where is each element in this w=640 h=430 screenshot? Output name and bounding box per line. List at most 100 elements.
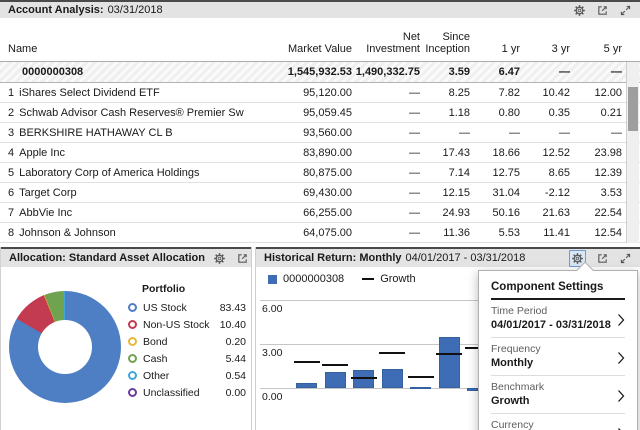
panel-title: Historical Return: Monthly — [264, 252, 402, 264]
y-tick-label: 3.00 — [262, 347, 282, 359]
table-row[interactable]: 00000003081,545,932.531,490,332.753.596.… — [0, 62, 640, 83]
value-cell: — — [352, 227, 420, 239]
legend-ring-icon — [128, 337, 137, 346]
value-cell: 12.15 — [420, 187, 470, 199]
value-cell: 18.66 — [470, 147, 520, 159]
expand-icon[interactable] — [619, 252, 632, 265]
value-cell: 23.98 — [570, 147, 622, 159]
account-analysis-panel: Account Analysis: 03/31/2018 Name Market… — [0, 0, 640, 243]
table-row[interactable]: 7AbbVie Inc66,255.00—24.9350.1621.6322.5… — [0, 203, 640, 223]
expand-icon[interactable] — [619, 4, 632, 17]
value-cell: — — [352, 147, 420, 159]
export-icon[interactable] — [596, 252, 609, 265]
panel-title: Account Analysis: — [8, 4, 104, 16]
legend-value: 0.54 — [226, 370, 246, 382]
value-cell: — — [520, 66, 570, 78]
panel-date: 03/31/2018 — [108, 4, 163, 16]
settings-item-frequency[interactable]: FrequencyMonthly — [491, 338, 625, 376]
gear-icon[interactable] — [213, 252, 226, 265]
value-cell: 6.47 — [470, 66, 520, 78]
export-icon[interactable] — [596, 4, 609, 17]
settings-item-text: Time Period04/01/2017 - 03/31/2018 — [491, 305, 613, 333]
settings-item-label: Frequency — [491, 343, 613, 356]
return-bar — [410, 387, 431, 389]
value-cell: — — [352, 127, 420, 139]
header-icons — [569, 250, 632, 267]
value-cell: 3.59 — [420, 66, 470, 78]
column-header-name[interactable]: Name — [8, 43, 252, 55]
column-header-net-investment[interactable]: Net Investment — [352, 31, 420, 55]
scrollbar-thumb[interactable] — [628, 87, 638, 131]
column-header-1yr[interactable]: 1 yr — [470, 43, 520, 55]
y-tick-label: 0.00 — [262, 391, 282, 403]
holding-name: iShares Select Dividend ETF — [19, 87, 160, 99]
legend-ring-icon — [128, 354, 137, 363]
row-number: 6 — [8, 187, 14, 199]
settings-item-value: Monthly — [491, 356, 613, 371]
holding-name-cell: 5Laboratory Corp of America Holdings — [8, 167, 252, 179]
value-cell: 0.21 — [570, 107, 622, 119]
holding-name: Schwab Advisor Cash Reserves® Premier Sw — [19, 107, 244, 119]
value-cell: 1.18 — [420, 107, 470, 119]
gear-icon[interactable] — [573, 4, 586, 17]
holding-name: Target Corp — [19, 187, 76, 199]
benchmark-tick — [294, 361, 320, 363]
value-cell: — — [520, 127, 570, 139]
table-header-row: Name Market Value Net Investment Since I… — [0, 18, 640, 62]
legend-label: Cash — [143, 353, 168, 365]
value-cell: 0.35 — [520, 107, 570, 119]
legend-value: 0.20 — [226, 336, 246, 348]
legend-header: Portfolio — [142, 283, 246, 295]
legend-item: Unclassified0.00 — [128, 384, 246, 401]
settings-item-text: FrequencyMonthly — [491, 343, 613, 371]
settings-item-text: CurrencyUS Dollar — [491, 419, 613, 430]
export-icon[interactable] — [236, 252, 249, 265]
holding-name-cell: 7 AbbVie Inc — [8, 207, 252, 219]
table-scrollbar[interactable] — [626, 62, 639, 243]
value-cell: 93,560.00 — [252, 127, 352, 139]
legend-label: Bond — [143, 336, 168, 348]
holding-name: Johnson & Johnson — [19, 227, 116, 239]
panel-date: 04/01/2017 - 03/31/2018 — [406, 252, 526, 264]
holding-name-cell: 2Schwab Advisor Cash Reserves® Premier S… — [8, 107, 252, 119]
holding-name-cell: 4Apple Inc — [8, 147, 252, 159]
settings-item-time-period[interactable]: Time Period04/01/2017 - 03/31/2018 — [491, 300, 625, 338]
value-cell: 8.65 — [520, 167, 570, 179]
value-cell: — — [570, 127, 622, 139]
column-header-since-inception[interactable]: Since Inception — [420, 31, 470, 55]
holding-name: AbbVie Inc — [19, 207, 72, 219]
column-header-5yr[interactable]: 5 yr — [570, 43, 622, 55]
table-row[interactable]: 1iShares Select Dividend ETF95,120.00—8.… — [0, 83, 640, 103]
table-row[interactable]: 4Apple Inc83,890.00—17.4318.6612.5223.98 — [0, 143, 640, 163]
table-row[interactable]: 5Laboratory Corp of America Holdings80,8… — [0, 163, 640, 183]
table-row[interactable]: 8Johnson & Johnson64,075.00—11.365.5311.… — [0, 223, 640, 243]
y-tick-label: 6.00 — [262, 303, 282, 315]
value-cell: 50.16 — [470, 207, 520, 219]
legend-value: 83.43 — [220, 302, 246, 314]
chevron-right-icon — [617, 427, 625, 430]
account-number: 0000000308 — [22, 66, 83, 78]
table-row[interactable]: 6Target Corp69,430.00—12.1531.04-2.123.5… — [0, 183, 640, 203]
allocation-legend: Portfolio US Stock83.43Non-US Stock10.40… — [128, 283, 246, 401]
holding-name-cell: 1iShares Select Dividend ETF — [8, 87, 252, 99]
table-row[interactable]: 3BERKSHIRE HATHAWAY CL B93,560.00————— — [0, 123, 640, 143]
legend-ring-icon — [128, 320, 137, 329]
column-header-3yr[interactable]: 3 yr — [520, 43, 570, 55]
value-cell: 12.00 — [570, 87, 622, 99]
settings-item-benchmark[interactable]: BenchmarkGrowth — [491, 376, 625, 414]
value-cell: 1,545,932.53 — [252, 66, 352, 78]
settings-item-currency[interactable]: CurrencyUS Dollar — [491, 414, 625, 430]
settings-item-label: Time Period — [491, 305, 613, 318]
value-cell: 69,430.00 — [252, 187, 352, 199]
holding-name: Apple Inc — [19, 147, 65, 159]
dashboard: Account Analysis: 03/31/2018 Name Market… — [0, 0, 640, 430]
legend-label: US Stock — [143, 302, 187, 314]
holding-name-cell: 3BERKSHIRE HATHAWAY CL B — [8, 127, 252, 139]
value-cell: 11.36 — [420, 227, 470, 239]
column-header-market-value[interactable]: Market Value — [252, 43, 352, 55]
allocation-header: Allocation: Standard Asset Allocation 03… — [1, 247, 251, 267]
row-number: 7 — [8, 207, 14, 219]
table-row[interactable]: 2Schwab Advisor Cash Reserves® Premier S… — [0, 103, 640, 123]
row-number: 8 — [8, 227, 14, 239]
value-cell: -2.12 — [520, 187, 570, 199]
